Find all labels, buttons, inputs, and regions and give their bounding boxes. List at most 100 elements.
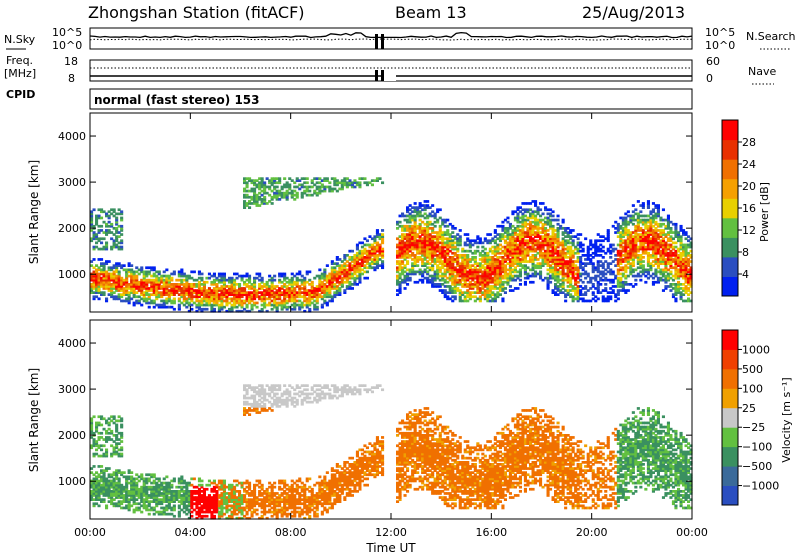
power-cell bbox=[107, 214, 111, 218]
power-cell bbox=[476, 245, 480, 249]
power-cell bbox=[654, 220, 658, 224]
power-cell bbox=[225, 278, 229, 282]
power-cell bbox=[516, 214, 520, 218]
power-cell bbox=[498, 251, 502, 255]
power-cell bbox=[190, 283, 194, 286]
power-cell bbox=[516, 256, 520, 259]
power-cell bbox=[546, 262, 550, 265]
velocity-cell bbox=[92, 440, 96, 443]
power-cell bbox=[403, 258, 407, 261]
power-cell bbox=[416, 243, 420, 247]
power-cell bbox=[365, 256, 369, 259]
power-cell bbox=[250, 202, 254, 205]
power-cell bbox=[461, 254, 465, 257]
power-cell bbox=[127, 287, 131, 290]
velocity-cell bbox=[105, 454, 109, 458]
power-cell bbox=[328, 185, 332, 189]
power-cell bbox=[172, 297, 176, 301]
power-cell bbox=[260, 297, 264, 301]
power-cell bbox=[671, 283, 675, 286]
power-cell bbox=[529, 237, 533, 241]
power-cell bbox=[172, 272, 176, 276]
power-cell bbox=[117, 247, 121, 251]
power-cell bbox=[127, 297, 131, 301]
power-cell bbox=[190, 276, 194, 280]
power-cell bbox=[456, 289, 460, 292]
power-cell bbox=[677, 237, 681, 241]
power-cell bbox=[373, 254, 377, 257]
power-cell bbox=[529, 202, 533, 205]
power-cell bbox=[421, 278, 425, 282]
power-cell bbox=[679, 254, 683, 257]
power-cell bbox=[621, 233, 625, 236]
power-cell bbox=[476, 280, 480, 284]
power-cell bbox=[210, 293, 214, 296]
power-cell bbox=[516, 224, 520, 228]
power-cell bbox=[506, 272, 510, 276]
power-cell bbox=[684, 247, 688, 251]
power-cell bbox=[621, 229, 625, 232]
power-cell bbox=[659, 218, 663, 222]
power-cell bbox=[313, 276, 317, 280]
power-cell bbox=[411, 206, 415, 209]
power-y-tick-label: 4000 bbox=[58, 130, 86, 143]
power-cell bbox=[534, 210, 538, 214]
power-cell bbox=[320, 179, 324, 182]
velocity-cell bbox=[100, 469, 104, 472]
power-cell bbox=[649, 266, 653, 270]
power-cell bbox=[260, 291, 264, 294]
power-cell bbox=[513, 243, 517, 247]
power-cell bbox=[100, 237, 104, 241]
power-cell bbox=[473, 274, 477, 278]
power-cell bbox=[523, 222, 527, 226]
power-cell bbox=[689, 274, 693, 278]
power-cell bbox=[463, 262, 467, 265]
power-cell bbox=[283, 191, 287, 195]
power-cell bbox=[634, 243, 638, 247]
power-cell bbox=[523, 210, 527, 214]
power-cell bbox=[483, 293, 487, 296]
power-cell bbox=[406, 208, 410, 212]
power-cell bbox=[626, 260, 630, 263]
power-cell bbox=[273, 191, 277, 195]
power-cell bbox=[145, 287, 149, 290]
power-cell bbox=[433, 241, 437, 245]
power-cell bbox=[170, 287, 174, 290]
power-cell bbox=[679, 260, 683, 263]
power-cell bbox=[375, 262, 379, 265]
power-cell bbox=[416, 251, 420, 255]
power-cell bbox=[669, 258, 673, 261]
power-cell bbox=[438, 283, 442, 286]
power-cell bbox=[641, 214, 645, 218]
power-cell bbox=[240, 295, 244, 299]
power-cell bbox=[589, 262, 593, 265]
power-cell bbox=[318, 280, 322, 284]
power-cell bbox=[97, 283, 101, 286]
power-cell bbox=[180, 268, 184, 272]
power-cell bbox=[421, 264, 425, 267]
power-cell bbox=[110, 289, 114, 292]
power-cell bbox=[541, 243, 545, 247]
power-cell bbox=[466, 266, 470, 270]
power-cell bbox=[255, 198, 259, 201]
power-cell bbox=[283, 183, 287, 187]
power-cell bbox=[137, 299, 141, 303]
power-cell bbox=[416, 206, 420, 209]
power-cell bbox=[255, 179, 259, 182]
power-cell bbox=[280, 303, 284, 307]
power-cell bbox=[145, 299, 149, 303]
power-cell bbox=[125, 285, 129, 288]
power-cell bbox=[674, 285, 678, 288]
power-cell bbox=[265, 289, 269, 292]
power-cell bbox=[551, 235, 555, 238]
power-cell bbox=[250, 293, 254, 296]
power-cell bbox=[443, 268, 447, 272]
velocity-cell bbox=[100, 492, 104, 495]
power-cell bbox=[187, 309, 191, 313]
power-cell bbox=[170, 305, 174, 309]
power-cell bbox=[381, 239, 385, 243]
power-y-tick-label: 2000 bbox=[58, 222, 86, 235]
power-cell bbox=[207, 303, 211, 307]
power-cell bbox=[117, 262, 121, 265]
power-cell bbox=[679, 256, 683, 259]
